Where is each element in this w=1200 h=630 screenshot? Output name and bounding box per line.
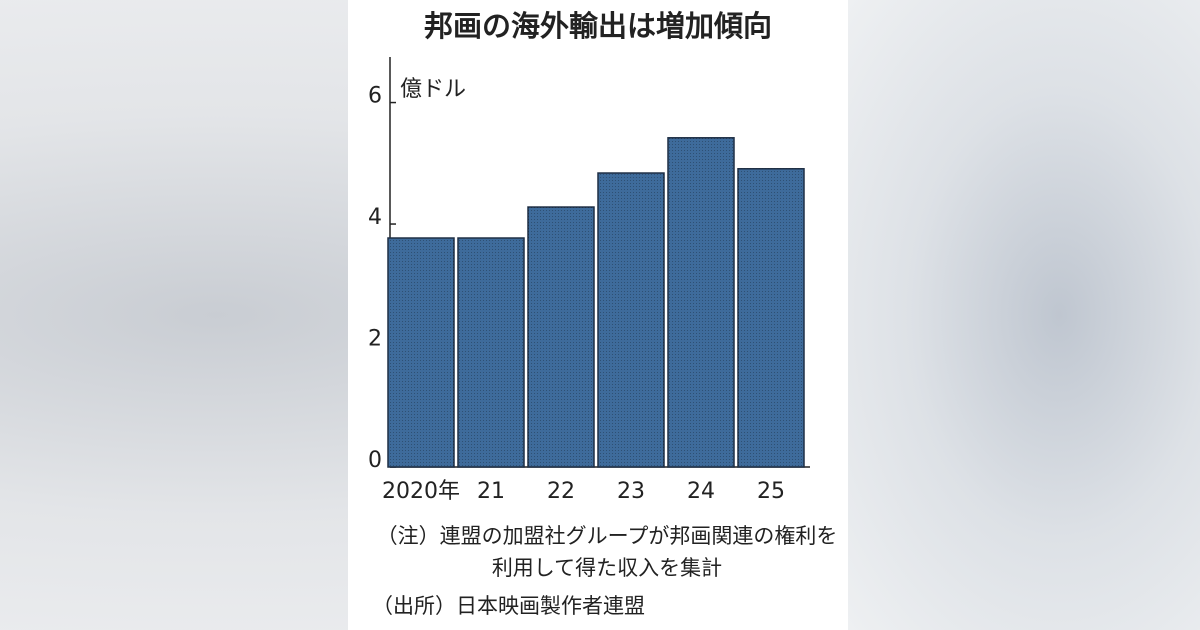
bar-texture <box>458 238 524 467</box>
y-tick-label: 2 <box>368 327 382 352</box>
source: （出所）日本映画製作者連盟 <box>372 594 645 618</box>
bar-texture <box>528 207 594 467</box>
x-tick-label: 21 <box>477 479 505 504</box>
y-tick-label: 4 <box>368 205 382 230</box>
x-tick-label: 2020年 <box>382 479 460 504</box>
unit-label: 億ドル <box>400 77 466 102</box>
bar-texture <box>598 173 664 467</box>
note: （注）連盟の加盟社グループが邦画関連の権利を利用して得た収入を集計 <box>376 524 838 580</box>
background <box>848 0 1200 630</box>
x-tick-label: 23 <box>617 479 645 504</box>
x-tick-label: 22 <box>547 479 575 504</box>
x-tick-label: 25 <box>757 479 785 504</box>
y-tick-label: 6 <box>368 84 382 109</box>
bar-texture <box>668 137 734 467</box>
x-tick-label: 24 <box>687 479 715 504</box>
y-tick-label: 0 <box>368 448 382 473</box>
bar-texture <box>738 168 804 467</box>
chart-title: 邦画の海外輸出は増加傾向 <box>424 9 772 43</box>
bar-texture <box>388 238 454 467</box>
